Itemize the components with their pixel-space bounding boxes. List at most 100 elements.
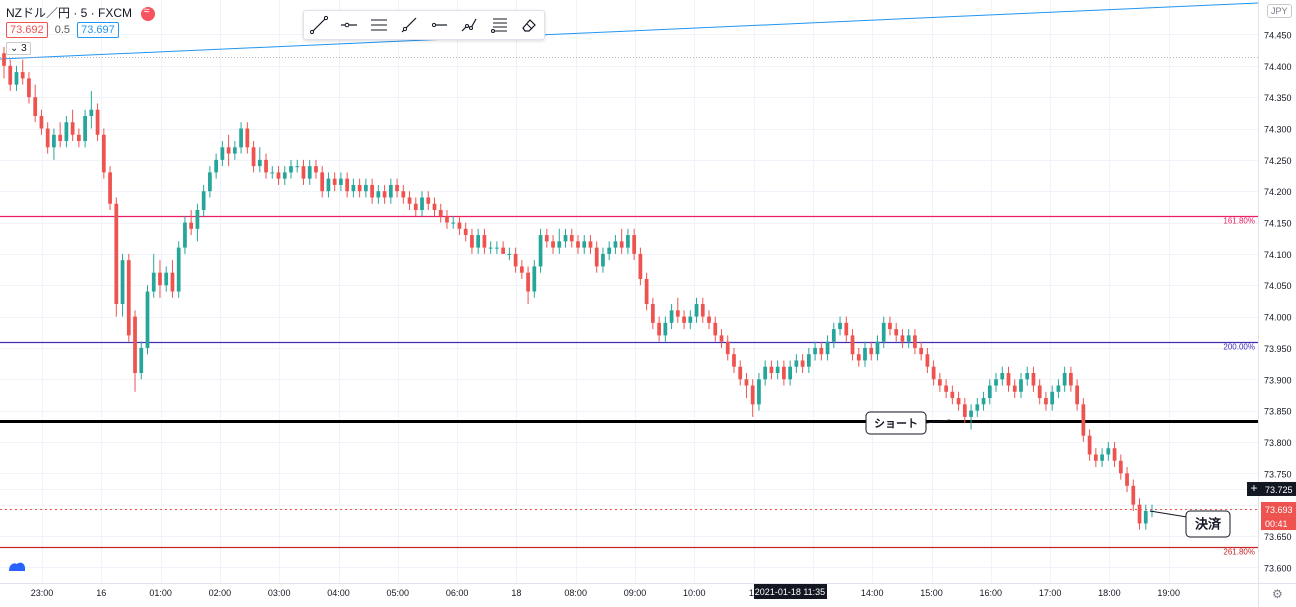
- candle-body: [482, 235, 487, 248]
- candle-body: [707, 316, 711, 323]
- candle: [844, 316, 849, 342]
- candle-body: [813, 347, 817, 355]
- candle: [1100, 448, 1104, 468]
- candle-body: [1081, 404, 1086, 436]
- candle: [470, 228, 474, 254]
- time-axis: 23:00 16 01:00 02:00 03:00 04:00 05:00 06:00 18 0…: [31, 588, 1180, 598]
- candle: [601, 247, 605, 273]
- candle-body: [64, 122, 69, 142]
- candle: [245, 122, 250, 154]
- candle: [1044, 391, 1048, 411]
- candle-body: [52, 134, 56, 148]
- candle-body: [314, 166, 318, 173]
- candle: [644, 272, 649, 311]
- candle: [569, 228, 574, 248]
- candle: [270, 166, 275, 179]
- candle: [201, 184, 206, 217]
- candle: [987, 379, 992, 405]
- price-tick-label: 73.750: [1264, 469, 1292, 479]
- candle: [850, 329, 855, 361]
- close-annotation: 決済: [1149, 510, 1231, 538]
- tradingview-logo-icon[interactable]: [8, 560, 26, 572]
- candle-body: [289, 166, 293, 173]
- candle: [189, 210, 194, 236]
- candle-body: [501, 247, 506, 254]
- path-icon[interactable]: [454, 11, 484, 39]
- candle: [363, 178, 368, 198]
- candle-body: [208, 172, 212, 192]
- gear-icon[interactable]: ⚙: [1272, 587, 1283, 601]
- candle-body: [114, 203, 119, 305]
- candle-body: [83, 115, 87, 142]
- ask-price[interactable]: 73.697: [77, 22, 119, 38]
- candle: [289, 159, 293, 179]
- candle: [782, 360, 786, 386]
- candle: [58, 122, 63, 148]
- candle-body: [345, 178, 350, 192]
- price-tick-label: 73.950: [1264, 344, 1292, 354]
- candle: [39, 109, 44, 135]
- candle-body: [650, 304, 655, 323]
- candle-body: [607, 247, 612, 254]
- candle-body: [1075, 385, 1080, 405]
- candle-body: [688, 316, 693, 323]
- spread-value: 0.5: [54, 24, 71, 36]
- eraser-icon[interactable]: [514, 11, 544, 39]
- candle-body: [445, 216, 449, 223]
- countdown-label-bg: [1261, 516, 1296, 531]
- candle: [1112, 441, 1117, 468]
- candle: [332, 172, 337, 192]
- indicator-toggle[interactable]: ⌄ 3: [6, 42, 31, 55]
- candle: [420, 191, 424, 217]
- time-tick-label: 23:00: [31, 588, 54, 598]
- symbol-legend[interactable]: NZドル／円 · 5 · FXCM: [6, 4, 156, 21]
- candle: [382, 184, 387, 204]
- short-annotation-text: ショート: [874, 417, 918, 430]
- candle-body: [632, 235, 637, 254]
- candle-body: [881, 322, 886, 342]
- price-tick-label: 74.150: [1264, 219, 1292, 229]
- candle: [719, 329, 724, 348]
- time-tick-label: 14:00: [861, 588, 884, 598]
- candle-body: [495, 247, 499, 249]
- candle-body: [601, 253, 605, 267]
- candle: [1081, 398, 1086, 442]
- candle-body: [401, 191, 406, 198]
- candle: [1056, 379, 1061, 399]
- candle: [95, 103, 100, 142]
- candle: [894, 322, 899, 342]
- fib-retracement-icon[interactable]: [484, 11, 514, 39]
- candle-body: [682, 316, 686, 323]
- candle: [45, 122, 50, 154]
- candle-body: [470, 235, 474, 248]
- candle-body: [201, 191, 206, 211]
- candle: [538, 228, 543, 273]
- price-tick-label: 74.000: [1264, 313, 1292, 323]
- candle: [513, 247, 518, 273]
- bid-price[interactable]: 73.692: [6, 22, 48, 38]
- horizontal-line-icon[interactable]: [424, 11, 454, 39]
- candle: [413, 197, 418, 217]
- fib-level-label: 200.00%: [1223, 343, 1255, 352]
- price-tick-label: 74.250: [1264, 156, 1292, 166]
- candle-body: [1143, 510, 1148, 524]
- candle-body: [869, 347, 874, 355]
- add-alert-button[interactable]: +: [1247, 482, 1261, 496]
- candle: [376, 184, 381, 204]
- candle-body: [669, 310, 674, 323]
- candle: [432, 197, 437, 217]
- candle-body: [863, 347, 867, 361]
- candle-body: [819, 347, 824, 355]
- ray-icon[interactable]: [394, 11, 424, 39]
- candle: [931, 360, 936, 386]
- time-tick-label: 10:00: [683, 588, 706, 598]
- parallel-channel-icon[interactable]: [364, 11, 394, 39]
- candle-body: [14, 72, 19, 85]
- candle: [232, 141, 237, 160]
- currency-badge[interactable]: JPY: [1267, 4, 1292, 18]
- horizontal-ray-icon[interactable]: [334, 11, 364, 39]
- price-tick-label: 73.900: [1264, 375, 1292, 385]
- trend-line-icon[interactable]: [304, 11, 334, 39]
- time-tick-label: 15:00: [920, 588, 943, 598]
